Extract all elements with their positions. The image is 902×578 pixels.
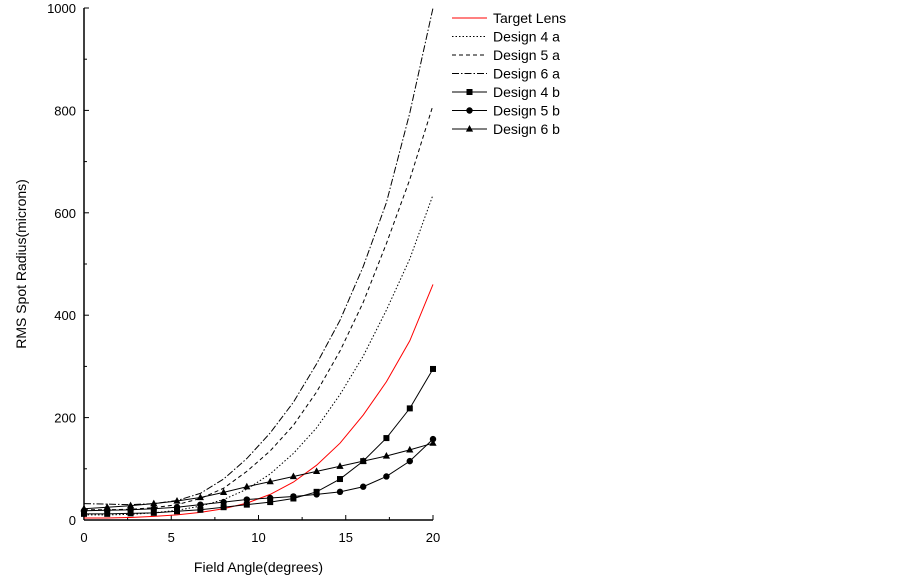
data-point-square [430,365,436,372]
x-tick-label: 0 [80,530,87,545]
data-point-circle [360,483,367,490]
data-point-circle [429,435,437,443]
series-line [84,194,434,516]
data-point-circle [313,491,320,498]
y-tick-label: 1000 [47,1,76,16]
data-point-triangle [429,439,437,446]
legend-item: Design 5 b [452,103,560,119]
data-point-triangle [103,503,111,510]
series-design-6-a [83,7,434,506]
data-point-triangle [173,497,181,504]
series-design-5-b [80,435,437,514]
data-point-square [127,510,134,517]
data-point-triangle [80,504,88,512]
data-point-triangle [382,452,391,459]
series-line [84,105,434,511]
legend-label: Design 5 b [493,103,560,119]
data-point-square [174,508,181,515]
data-point-circle [290,493,297,500]
legend-label: Design 6 b [493,121,560,137]
data-point-circle [243,496,251,503]
data-point-triangle [406,445,414,453]
series-design-4-b [81,365,436,517]
x-tick-label: 20 [426,530,440,545]
x-axis-title: Field Angle(degrees) [194,559,323,575]
data-point-triangle [359,457,367,464]
data-point-square [336,476,343,483]
legend: Target Lens Design 4 a Design 5 a Design 6 … [452,10,566,137]
series-design-6-b [80,439,437,512]
data-point-circle [173,504,181,511]
data-point-circle [336,488,344,496]
data-point-square [466,89,473,95]
data-point-circle [150,505,157,512]
x-tick-label: 5 [168,530,175,545]
data-point-circle [266,494,274,502]
legend-item: Design 4 a [452,29,560,45]
legend-item: Target Lens [452,10,566,26]
data-point-triangle [336,462,344,469]
y-tick-label: 0 [69,513,76,528]
legend-label: Target Lens [493,10,566,26]
series-design-5-a [84,105,434,511]
series-target-lens [84,284,434,519]
y-tick-label: 400 [54,308,76,323]
data-point-square [383,435,390,442]
x-tick-label: 10 [251,530,265,545]
data-point-square [243,501,250,508]
data-point-square [220,504,227,511]
axes: 0 200 400 600 800 1000 0 5 10 15 20 [47,1,440,545]
series-line [83,442,434,510]
data-point-square [104,510,111,517]
series-line [84,284,434,519]
series-line [83,7,434,506]
data-point-square [197,506,204,513]
y-tick-label: 800 [54,103,76,118]
legend-label: Design 4 a [493,29,560,45]
legend-item: Design 5 a [452,47,560,63]
legend-label: Design 4 b [493,84,560,100]
data-point-triangle [289,472,297,480]
legend-label: Design 5 a [493,47,560,63]
data-point-triangle [126,501,135,509]
data-point-triangle [220,488,228,495]
y-axis-title: RMS Spot Radius(microns) [13,179,29,349]
series-line [84,368,434,515]
data-point-circle [466,107,473,114]
legend-item: Design 6 a [452,66,560,82]
data-point-circle [383,473,390,480]
data-point-square [406,405,413,412]
data-point-triangle [465,125,474,132]
data-point-circle [406,457,413,465]
data-point-circle [197,501,204,508]
x-tick-label: 15 [339,530,353,545]
series-line [83,438,434,512]
legend-label: Design 6 a [493,66,560,82]
data-point-circle [220,498,227,506]
legend-item: Design 6 b [452,121,560,137]
y-tick-label: 600 [54,206,76,221]
series-design-4-a [84,194,434,516]
series-layer [80,7,437,519]
data-point-triangle [196,493,204,501]
legend-item: Design 4 b [452,84,560,100]
data-point-triangle [266,477,274,485]
y-tick-label: 200 [54,411,76,426]
data-point-triangle [150,499,158,507]
data-point-triangle [313,467,321,474]
data-point-square [150,509,157,516]
data-point-triangle [243,482,251,490]
data-point-square [267,499,274,506]
